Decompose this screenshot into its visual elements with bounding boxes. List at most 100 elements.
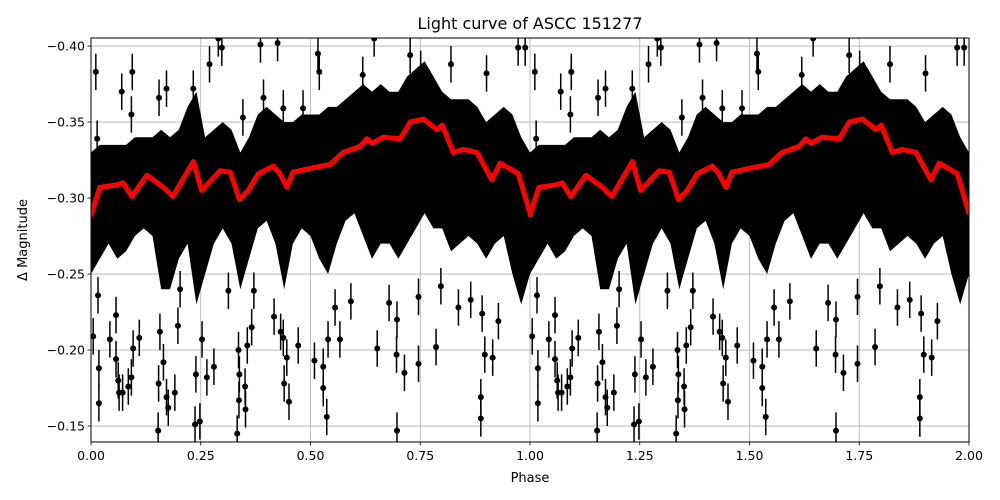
y-tick-label: −0.20 [47, 343, 85, 358]
x-tick-label: 1.75 [845, 448, 873, 463]
data-point [119, 389, 126, 396]
data-point [604, 404, 611, 411]
data-point [533, 135, 540, 142]
data-point [481, 351, 488, 358]
data-point [407, 52, 414, 59]
data-point [764, 336, 771, 343]
x-tick-label: 2.00 [955, 448, 983, 463]
data-point [415, 360, 422, 367]
x-tick-label: 1.25 [626, 448, 654, 463]
data-point [876, 283, 883, 290]
data-point [332, 304, 339, 311]
data-point [595, 94, 602, 101]
data-point [177, 286, 184, 293]
data-point [92, 68, 99, 75]
data-point [190, 85, 197, 92]
data-point [234, 430, 241, 437]
data-point [906, 296, 913, 303]
y-tick-label: −0.40 [47, 39, 85, 54]
data-point [215, 38, 222, 42]
data-point [155, 427, 162, 434]
data-point [417, 65, 424, 72]
data-point [130, 345, 137, 352]
data-point [920, 351, 927, 358]
data-point [916, 415, 923, 422]
data-point [437, 283, 444, 290]
data-point [594, 380, 601, 387]
data-point [568, 68, 575, 75]
data-point [775, 336, 782, 343]
data-point [174, 322, 181, 329]
data-point [734, 342, 741, 349]
data-point [477, 394, 484, 401]
data-point [242, 406, 249, 413]
data-point [699, 94, 706, 101]
data-point [320, 385, 327, 392]
data-point [856, 65, 863, 72]
data-point [846, 52, 853, 59]
data-point [477, 415, 484, 422]
data-point [479, 310, 486, 317]
data-point [113, 356, 120, 363]
data-point [813, 345, 820, 352]
data-point [689, 287, 696, 294]
data-point [786, 298, 793, 305]
x-tick-label: 0.75 [406, 448, 434, 463]
data-point [916, 394, 923, 401]
data-point [602, 85, 609, 92]
data-point [894, 304, 901, 311]
data-point [825, 299, 832, 306]
data-point [206, 61, 213, 68]
data-point [236, 371, 243, 378]
data-point [739, 105, 746, 112]
data-point [165, 404, 172, 411]
data-point [545, 336, 552, 343]
data-point [922, 70, 929, 77]
data-point [567, 374, 574, 381]
data-point [918, 310, 925, 317]
trend-curve [91, 116, 969, 218]
data-point [610, 389, 617, 396]
data-point [872, 344, 879, 351]
data-point [113, 312, 120, 319]
data-point [515, 44, 522, 51]
data-point [719, 334, 726, 341]
data-point [129, 68, 136, 75]
data-point [886, 61, 893, 68]
data-point [455, 304, 462, 311]
data-point [136, 334, 143, 341]
data-point [316, 68, 323, 75]
data-point [325, 336, 332, 343]
data-point [257, 41, 264, 48]
data-point [192, 371, 199, 378]
data-point [271, 313, 278, 320]
data-point [854, 360, 861, 367]
data-point [128, 374, 135, 381]
data-point [160, 359, 167, 366]
data-point [713, 40, 720, 47]
data-point [961, 44, 968, 51]
data-point [599, 359, 606, 366]
data-point [928, 354, 935, 361]
data-point [281, 380, 288, 387]
data-point [762, 413, 769, 420]
data-point [832, 351, 839, 358]
data-point [210, 363, 217, 370]
data-point [235, 347, 242, 354]
data-point [564, 383, 571, 390]
data-point [638, 336, 645, 343]
x-tick-label: 1.00 [516, 448, 544, 463]
data-point [567, 111, 574, 118]
data-point [657, 44, 664, 51]
data-point [196, 418, 203, 425]
data-point [675, 371, 682, 378]
data-point [433, 344, 440, 351]
data-point [534, 400, 541, 407]
data-point [934, 318, 941, 325]
y-tick-label: −0.35 [47, 115, 85, 130]
data-point [531, 68, 538, 75]
data-point [244, 342, 251, 349]
data-point [192, 421, 199, 428]
data-point [95, 292, 102, 299]
data-point [629, 85, 636, 92]
